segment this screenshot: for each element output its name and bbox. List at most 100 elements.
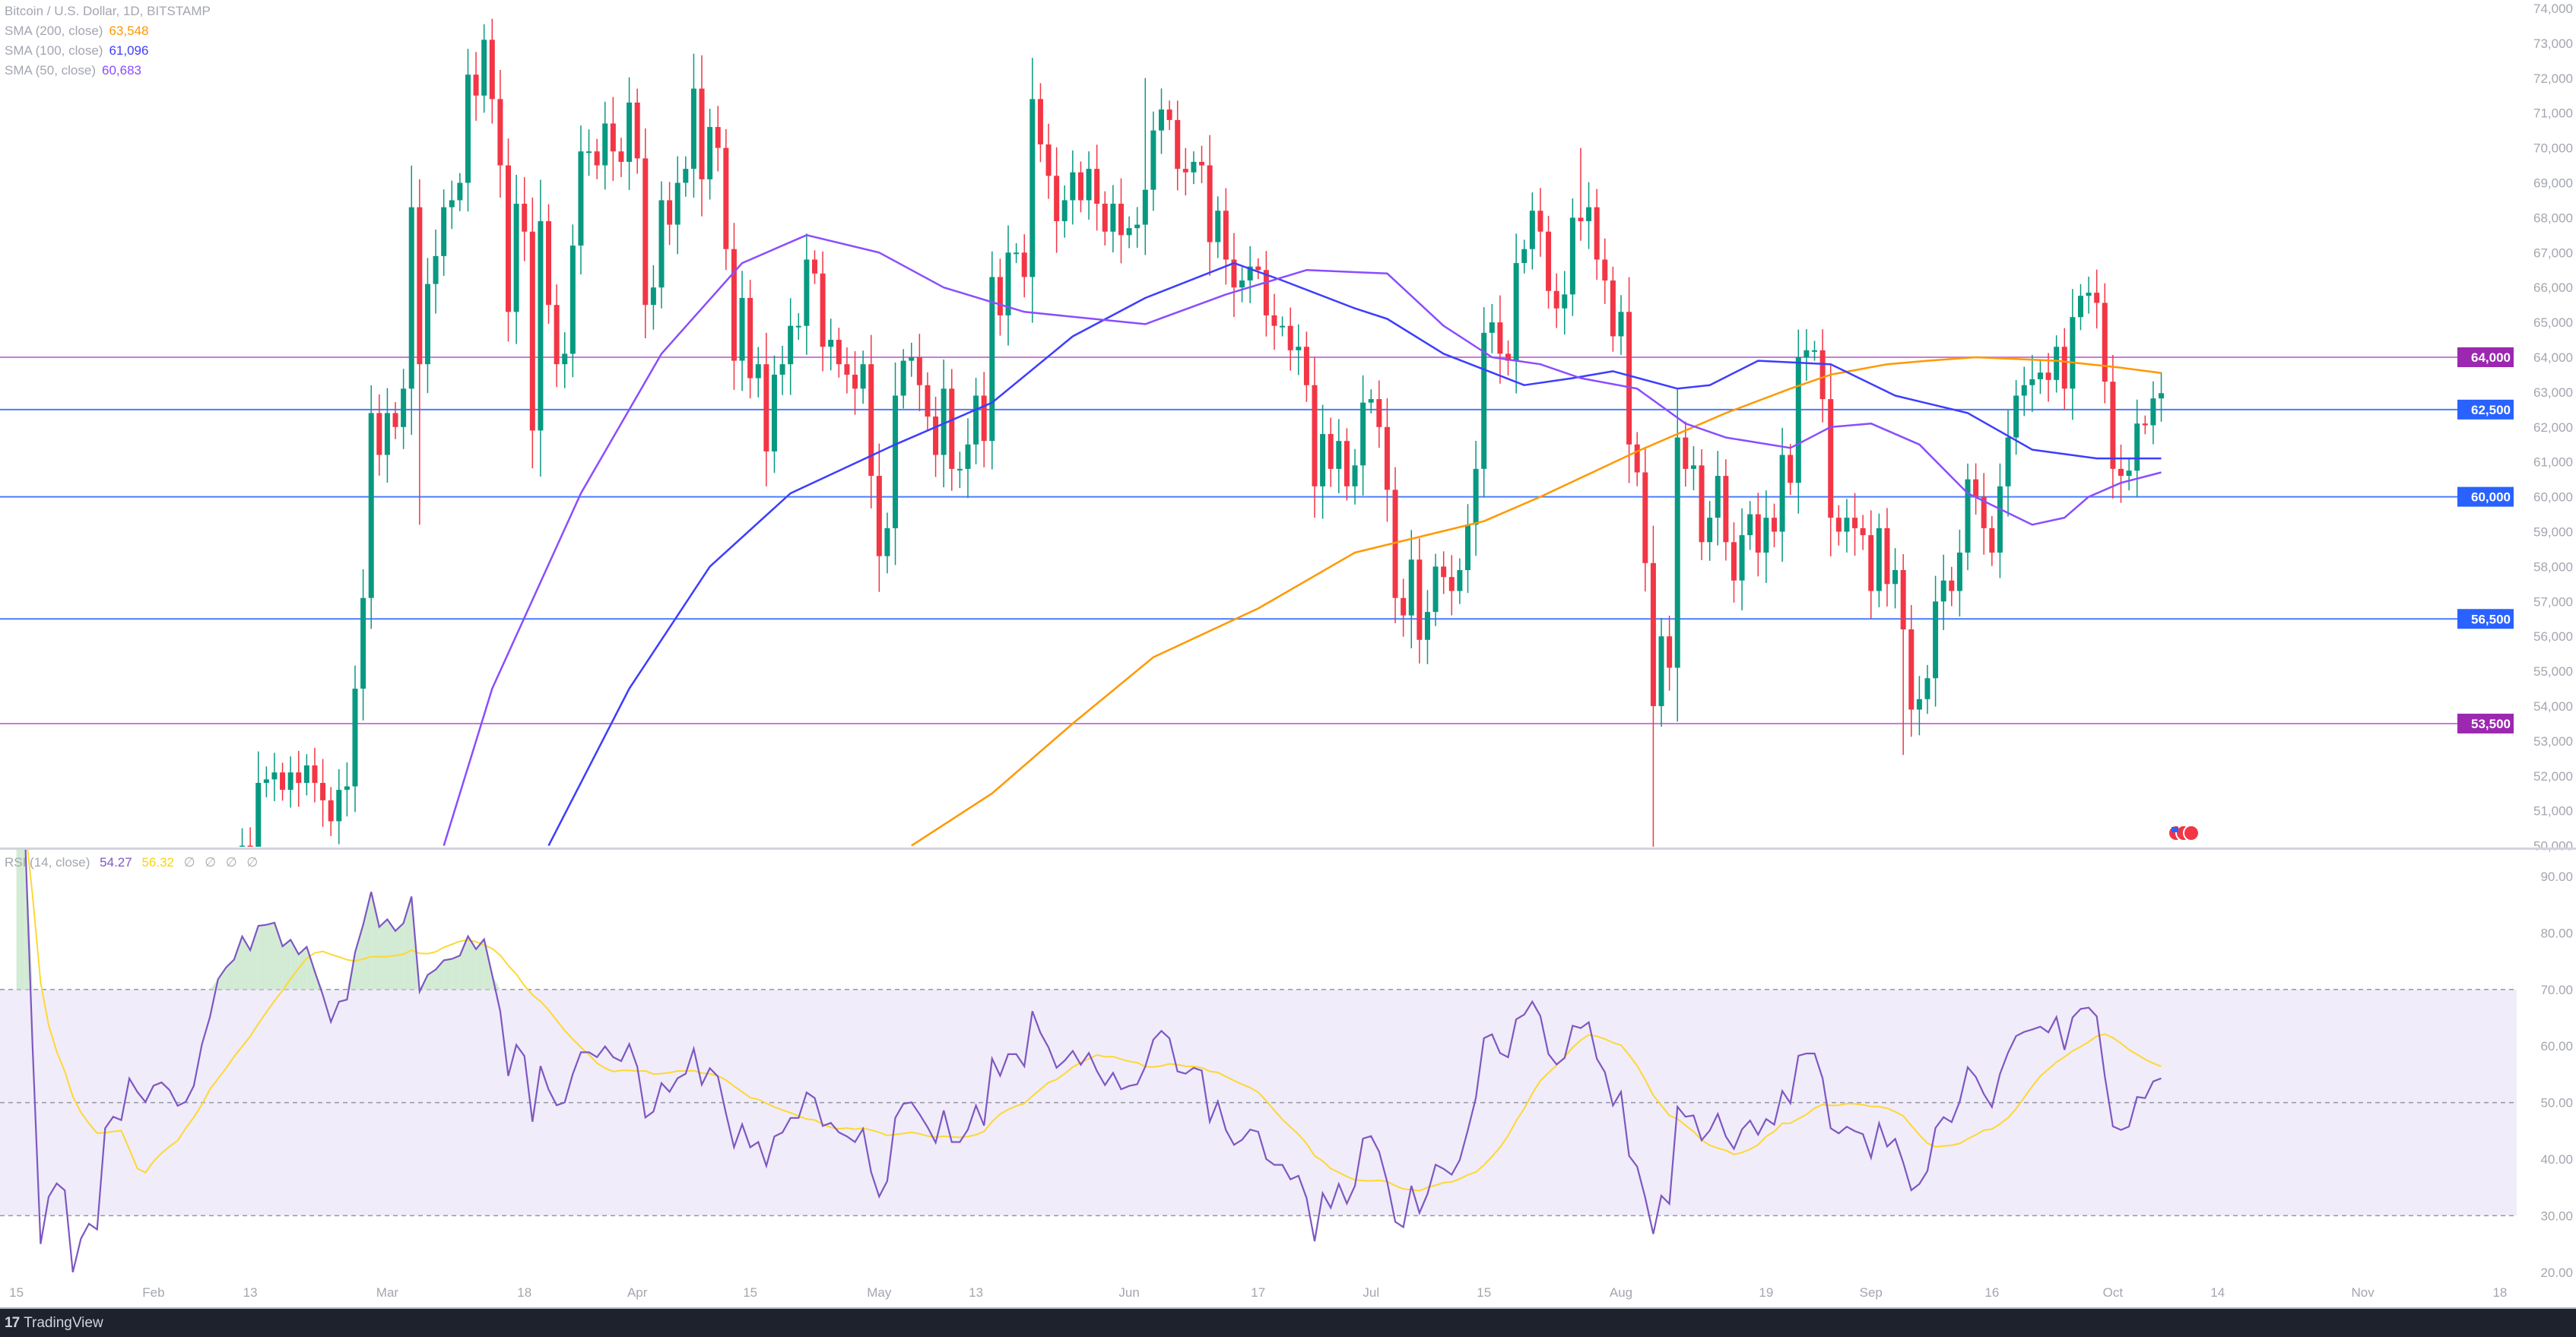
candle[interactable] <box>1892 569 1899 585</box>
candle[interactable] <box>247 845 253 857</box>
candle[interactable] <box>1594 207 1600 260</box>
candle[interactable] <box>562 353 568 365</box>
sma200-line[interactable] <box>911 356 2162 847</box>
candle[interactable] <box>2021 385 2027 396</box>
candle[interactable] <box>1852 518 1858 528</box>
candle[interactable] <box>1005 252 1011 315</box>
candle[interactable] <box>1037 99 1043 145</box>
candle[interactable] <box>634 102 640 159</box>
candle[interactable] <box>1392 489 1398 598</box>
rsi-ma-line[interactable] <box>17 820 2162 1192</box>
candle[interactable] <box>2054 347 2060 380</box>
candle[interactable] <box>956 468 963 470</box>
candle[interactable] <box>1997 486 2003 553</box>
candle[interactable] <box>1723 476 1729 543</box>
candle[interactable] <box>1569 217 1575 295</box>
candle[interactable] <box>1448 577 1455 591</box>
candle[interactable] <box>1553 290 1559 309</box>
candle[interactable] <box>1223 211 1229 260</box>
candle[interactable] <box>578 151 584 246</box>
candle[interactable] <box>1835 518 1842 532</box>
candle[interactable] <box>506 165 512 312</box>
candle[interactable] <box>1965 479 1971 553</box>
rsi-legend[interactable]: RSI (14, close) 54.27 56.32 ∅ ∅ ∅ ∅ <box>5 855 264 870</box>
candle[interactable] <box>1182 169 1188 173</box>
rsi-pane[interactable] <box>0 820 2517 1272</box>
candle[interactable] <box>916 357 922 385</box>
candle[interactable] <box>392 413 398 427</box>
candle[interactable] <box>554 305 560 365</box>
candle[interactable] <box>989 277 995 442</box>
candle[interactable] <box>2086 293 2092 296</box>
sma200-legend[interactable]: SMA (200, close) 63,548 <box>5 21 211 41</box>
candle[interactable] <box>263 779 269 783</box>
candle[interactable] <box>723 147 729 249</box>
candle[interactable] <box>368 413 374 598</box>
candle[interactable] <box>1215 211 1221 242</box>
candle[interactable] <box>650 287 656 306</box>
candle[interactable] <box>457 182 463 201</box>
candle[interactable] <box>1933 601 1939 679</box>
candle[interactable] <box>973 395 979 445</box>
candle[interactable] <box>1763 518 1769 553</box>
candle[interactable] <box>795 325 801 328</box>
candle[interactable] <box>2110 382 2116 469</box>
candle[interactable] <box>925 385 931 417</box>
candle[interactable] <box>893 395 899 528</box>
candle[interactable] <box>909 357 915 361</box>
candle[interactable] <box>1989 528 1995 553</box>
candle[interactable] <box>1336 441 1342 469</box>
candle[interactable] <box>1779 455 1785 532</box>
candle[interactable] <box>2134 423 2140 471</box>
candle[interactable] <box>1061 200 1068 221</box>
candle[interactable] <box>1900 569 1906 630</box>
candle[interactable] <box>231 905 236 923</box>
candle[interactable] <box>933 417 939 455</box>
candle[interactable] <box>2142 423 2148 426</box>
candle[interactable] <box>1707 518 1713 543</box>
candle[interactable] <box>1159 109 1165 131</box>
candle[interactable] <box>2045 372 2051 380</box>
candle[interactable] <box>2102 303 2108 382</box>
candle[interactable] <box>1352 465 1358 486</box>
candle[interactable] <box>1497 322 1503 354</box>
candle[interactable] <box>522 204 528 232</box>
candle[interactable] <box>1014 252 1020 255</box>
candle[interactable] <box>1771 518 1777 532</box>
candle[interactable] <box>852 374 858 389</box>
candle[interactable] <box>2077 296 2083 318</box>
candle[interactable] <box>240 845 246 905</box>
candle[interactable] <box>1384 426 1390 490</box>
candle[interactable] <box>1344 441 1350 486</box>
candle[interactable] <box>1699 465 1705 543</box>
candle[interactable] <box>352 689 358 787</box>
candle[interactable] <box>1788 455 1794 483</box>
candle[interactable] <box>1280 325 1286 328</box>
candle[interactable] <box>1489 322 1495 333</box>
candle[interactable] <box>2013 395 2019 438</box>
candle[interactable] <box>811 259 817 274</box>
candle[interactable] <box>417 207 423 365</box>
candle[interactable] <box>1110 204 1116 232</box>
candle[interactable] <box>844 364 850 375</box>
candle[interactable] <box>497 99 503 166</box>
candle[interactable] <box>1263 270 1269 315</box>
candle[interactable] <box>424 284 430 365</box>
candle[interactable] <box>1642 472 1648 563</box>
candle[interactable] <box>1667 636 1673 668</box>
candle[interactable] <box>900 360 906 396</box>
candle[interactable] <box>876 476 882 556</box>
candle[interactable] <box>1166 109 1172 120</box>
candle[interactable] <box>1054 176 1060 221</box>
candle[interactable] <box>1465 524 1470 570</box>
candle[interactable] <box>1029 99 1036 277</box>
candle[interactable] <box>1884 528 1890 585</box>
candle[interactable] <box>1271 315 1277 326</box>
candle[interactable] <box>1045 144 1052 176</box>
candle[interactable] <box>731 249 737 361</box>
candle[interactable] <box>755 364 761 379</box>
candle[interactable] <box>1505 353 1512 361</box>
candle[interactable] <box>1626 312 1632 445</box>
candle[interactable] <box>1876 528 1882 591</box>
sma50-line[interactable] <box>443 234 2162 846</box>
